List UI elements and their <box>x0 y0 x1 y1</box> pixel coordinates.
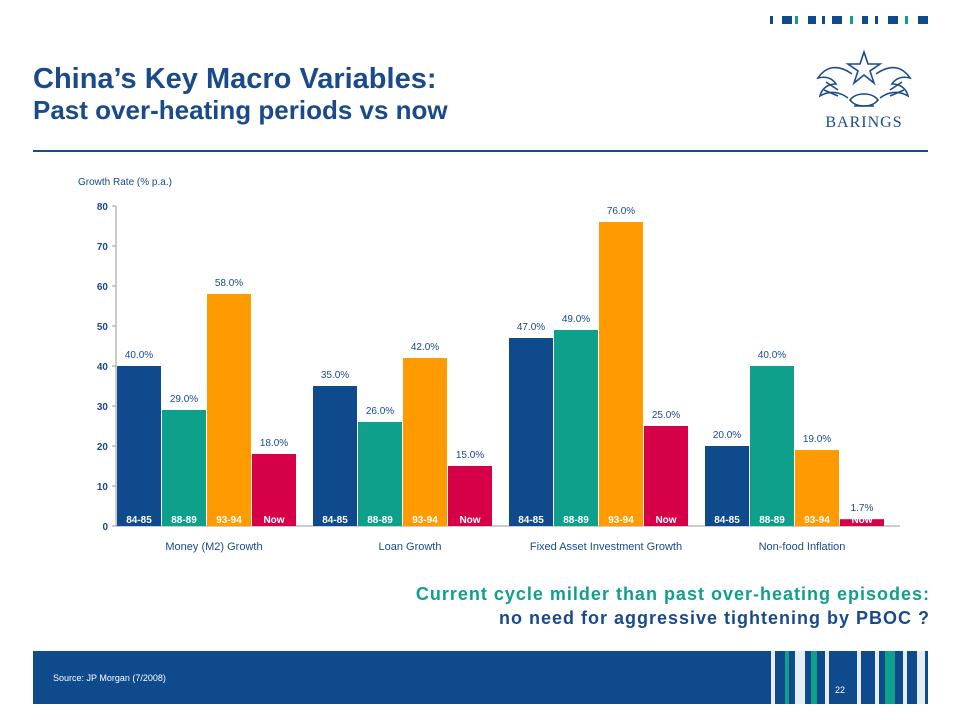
key-message-line-1: Current cycle milder than past over-heat… <box>415 584 930 604</box>
bar <box>840 519 884 526</box>
bar <box>448 466 492 526</box>
bar <box>162 410 206 526</box>
bar-period-label: 88-89 <box>759 515 785 526</box>
bar-value-label: 35.0% <box>321 370 349 381</box>
title-divider <box>33 150 928 152</box>
bar-period-label: 93-94 <box>804 515 830 526</box>
bar <box>795 450 839 526</box>
top-decorative-stripes <box>770 16 928 24</box>
footer-bar: Source: JP Morgan (7/2008) 22 <box>33 651 928 704</box>
bar <box>313 386 357 526</box>
bar-period-label: 84-85 <box>518 515 544 526</box>
bar-value-label: 26.0% <box>366 406 394 417</box>
key-message: Current cycle milder than past over-heat… <box>260 582 930 630</box>
source-note: Source: JP Morgan (7/2008) <box>53 673 166 683</box>
bar-value-label: 42.0% <box>411 342 439 353</box>
bar <box>358 422 402 526</box>
bar <box>509 338 553 526</box>
bar <box>750 366 794 526</box>
y-tick-label: 0 <box>102 522 108 533</box>
growth-rate-bar-chart: Growth Rate (% p.a.) 0 10 20 30 40 50 60 70 80 40.… <box>78 177 900 553</box>
bar-value-label: 47.0% <box>517 322 545 333</box>
bar <box>403 358 447 526</box>
bar-period-label: Now <box>459 515 480 526</box>
page-title: China’s Key Macro Variables: Past over-h… <box>33 64 448 126</box>
y-axis-title: Growth Rate (% p.a.) <box>78 177 172 188</box>
title-main: China’s Key Macro Variables: <box>33 63 437 95</box>
bar <box>207 294 251 526</box>
bar-value-label: 18.0% <box>260 438 288 449</box>
bar-value-label: 40.0% <box>125 350 153 361</box>
category-label: Fixed Asset Investment Growth <box>530 541 682 553</box>
bar-period-label: Now <box>851 515 872 526</box>
bar-period-label: 88-89 <box>367 515 393 526</box>
bar-period-label: 93-94 <box>216 515 242 526</box>
y-tick-label: 30 <box>97 402 109 413</box>
y-tick-label: 70 <box>97 242 109 253</box>
barings-logo: BARINGS <box>808 44 920 136</box>
y-tick-label: 20 <box>97 442 109 453</box>
bar-value-label: 76.0% <box>607 206 635 217</box>
bar-value-label: 20.0% <box>713 430 741 441</box>
bar <box>117 366 161 526</box>
bar <box>252 454 296 526</box>
bar-value-label: 1.7% <box>851 503 874 514</box>
title-subtitle: Past over-heating periods vs now <box>33 95 448 125</box>
category-label: Money (M2) Growth <box>165 541 262 553</box>
y-tick-label: 40 <box>97 362 109 373</box>
category-label: Non-food Inflation <box>759 541 846 553</box>
bar <box>554 330 598 526</box>
bar <box>644 426 688 526</box>
bar-period-label: 93-94 <box>412 515 438 526</box>
bar-value-label: 15.0% <box>456 450 484 461</box>
bar-period-label: Now <box>655 515 676 526</box>
barings-logo-text: BARINGS <box>825 114 903 131</box>
y-tick-label: 80 <box>97 202 109 213</box>
bar-period-label: Now <box>263 515 284 526</box>
barings-eagle-crest-icon <box>816 49 912 107</box>
bar-value-label: 49.0% <box>562 314 590 325</box>
bar-value-label: 29.0% <box>170 394 198 405</box>
bar-value-label: 40.0% <box>758 350 786 361</box>
category-label: Loan Growth <box>379 541 442 553</box>
bar-period-label: 88-89 <box>171 515 197 526</box>
y-tick-label: 50 <box>97 322 109 333</box>
footer-decorative-stripes <box>771 651 925 704</box>
bar <box>705 446 749 526</box>
bar-value-label: 19.0% <box>803 434 831 445</box>
bar <box>599 222 643 526</box>
page-number: 22 <box>835 685 846 695</box>
y-tick-label: 60 <box>97 282 109 293</box>
bar-value-label: 58.0% <box>215 278 243 289</box>
bar-period-label: 84-85 <box>126 515 152 526</box>
bar-period-label: 84-85 <box>322 515 348 526</box>
y-tick-label: 10 <box>97 482 109 493</box>
bar-period-label: 88-89 <box>563 515 589 526</box>
key-message-line-2: no need for aggressive tightening by PBO… <box>498 608 930 628</box>
bar-period-label: 84-85 <box>714 515 740 526</box>
bar-period-label: 93-94 <box>608 515 634 526</box>
bar-value-label: 25.0% <box>652 410 680 421</box>
